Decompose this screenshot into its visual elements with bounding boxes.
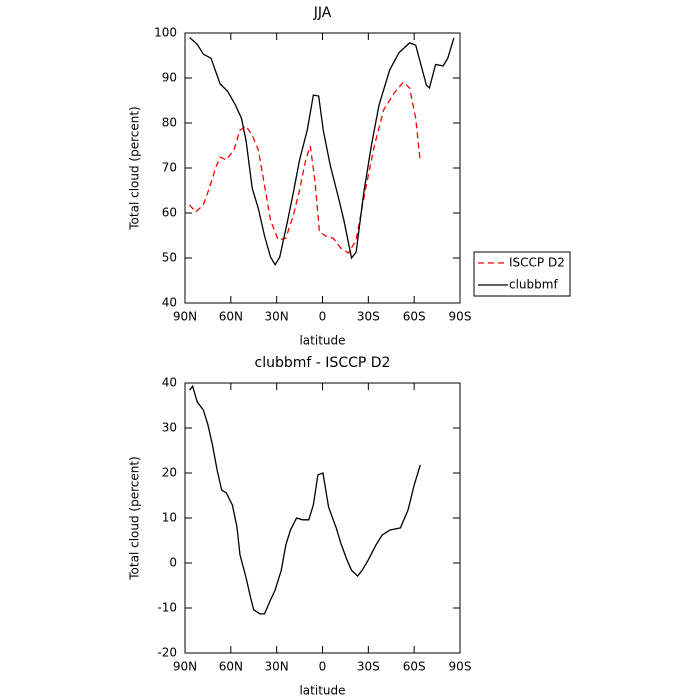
x-tick-label: 0 xyxy=(319,310,327,324)
plot-frame xyxy=(184,32,461,304)
x-tick-label: 60N xyxy=(219,310,243,324)
y-tick-label: 20 xyxy=(162,466,177,480)
legend-label: ISCCP D2 xyxy=(509,256,565,270)
x-tick-label: 30N xyxy=(265,660,289,674)
x-tick-label: 0 xyxy=(319,660,327,674)
legend-label: clubbmf xyxy=(509,278,558,292)
x-tick-label: 60S xyxy=(403,660,426,674)
y-tick-label: 80 xyxy=(162,116,177,130)
data-line xyxy=(189,37,455,267)
chart-title: JJA xyxy=(313,5,332,21)
y-tick-label: -20 xyxy=(157,646,177,660)
y-tick-label: 40 xyxy=(162,296,177,310)
x-tick-label: 30N xyxy=(265,310,289,324)
y-axis-label: Total cloud (percent) xyxy=(128,106,142,230)
legend-box xyxy=(473,251,571,297)
x-tick-label: 30S xyxy=(357,310,380,324)
x-tick-label: 90N xyxy=(173,660,197,674)
plot-frame xyxy=(184,382,461,654)
x-tick-label: 60N xyxy=(219,660,243,674)
data-line xyxy=(189,384,421,615)
x-tick-label: 90S xyxy=(449,310,472,324)
y-tick-label: 60 xyxy=(162,206,177,220)
x-tick-label: 60S xyxy=(403,310,426,324)
y-tick-label: 50 xyxy=(162,251,177,265)
x-axis-label: latitude xyxy=(299,334,345,348)
y-tick-label: 90 xyxy=(162,71,177,85)
y-tick-label: 0 xyxy=(169,556,177,570)
chart-title: clubbmf - ISCCP D2 xyxy=(255,355,391,371)
x-tick-label: 90N xyxy=(173,310,197,324)
y-tick-label: -10 xyxy=(157,601,177,615)
y-tick-label: 40 xyxy=(162,376,177,390)
data-line xyxy=(189,81,421,254)
y-axis-label: Total cloud (percent) xyxy=(128,456,142,580)
x-axis-label: latitude xyxy=(299,684,345,698)
y-tick-label: 10 xyxy=(162,511,177,525)
x-tick-label: 90S xyxy=(449,660,472,674)
y-tick-label: 70 xyxy=(162,161,177,175)
y-tick-label: 100 xyxy=(154,26,177,40)
y-tick-label: 30 xyxy=(162,421,177,435)
x-tick-label: 30S xyxy=(357,660,380,674)
